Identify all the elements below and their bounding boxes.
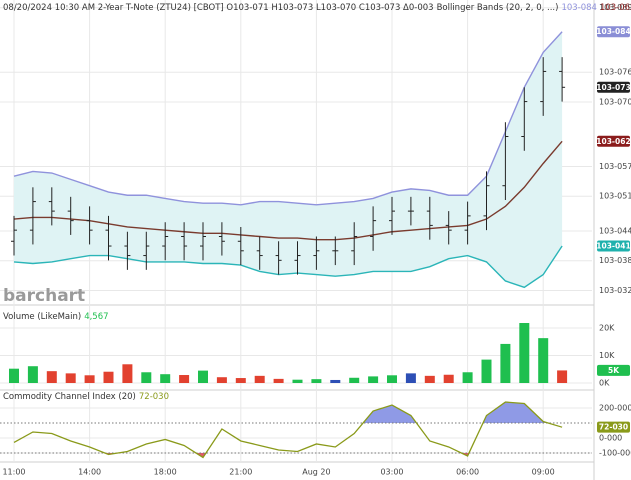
volume-bar [311,379,322,383]
volume-bar [65,373,76,383]
y-tick-label: 103-044 [599,226,631,235]
x-tick-label: Aug 20 [302,468,330,477]
y-tick-label: 103-032 [599,286,631,295]
volume-bar [160,374,171,383]
value-badge-bg [597,26,630,38]
y-tick-label: 0K [599,379,610,388]
volume-bar [292,379,303,383]
value-badge-bg [597,135,630,147]
title-part: Volume (LikeMain) [3,312,81,322]
y-tick-label: 103-089 [599,3,631,12]
value-badge: 72-030 [599,423,628,432]
value-badge-bg [597,364,630,376]
volume-bar [500,343,511,383]
y-tick-label: 10K [599,351,615,360]
chart-title: 08/20/2024 10:30 AM 2-Year T-Note (ZTU24… [3,3,631,13]
y-tick-label: 0-000 [599,433,622,442]
x-tick-label: 09:00 [532,468,555,477]
title-part: 103-084 [561,3,597,13]
y-tick-label: 103-070 [599,97,631,106]
x-tick-label: 03:00 [380,468,403,477]
x-tick-label: 21:00 [229,468,252,477]
close-badge-bg [597,81,630,93]
volume-bar [9,368,19,383]
value-badge: 103-041 [596,242,630,251]
volume-bar [216,377,227,383]
x-tick-label: 06:00 [456,468,479,477]
value-badge-bg [597,240,630,252]
volume-bar [387,375,397,383]
y-tick-label: 103-051 [599,192,631,201]
overbought-fill [14,402,563,424]
close-badge: 103-073 [596,83,630,92]
volume-bar [368,376,379,383]
volume-bar [424,375,435,383]
volume-bar [557,370,568,383]
volume-bar [273,378,284,383]
volume-bar [330,379,341,383]
title-part: 4,567 [84,312,108,322]
watermark: barchart [3,286,85,306]
value-badge-bg [597,421,630,433]
volume-bar [443,374,454,383]
title-part: 08/20/2024 10:30 AM 2-Year T-Note (ZTU24… [3,3,434,13]
title-part: 72-030 [139,392,169,402]
band-fill [14,31,563,288]
panel-title: Commodity Channel Index (20) 72-030 [3,392,169,402]
volume-bar [179,375,190,383]
x-tick-label: 11:00 [2,468,25,477]
x-tick-label: 18:00 [154,468,177,477]
volume-bar [349,377,360,383]
volume-bar [46,371,57,383]
panel-title: Volume (LikeMain) 4,567 [3,312,109,322]
volume-bar [122,364,133,383]
band-line [13,140,563,241]
y-tick-label: -100-000 [599,448,631,457]
cci-line [13,401,563,459]
volume-bar [462,372,473,383]
band-line [13,31,563,206]
y-tick-label: 103-076 [599,68,631,77]
y-tick-label: 20K [599,323,615,332]
y-tick-label: 103-038 [599,256,631,265]
volume-bar [538,338,549,383]
title-part: Bollinger Bands (20, 2, 0, ...) [437,3,559,13]
volume-bar [481,359,492,383]
volume-bar [141,372,152,383]
value-badge: 103-062 [596,137,630,146]
volume-bar [235,378,246,383]
volume-bar [405,373,416,383]
volume-bar [198,370,208,383]
volume-bar [27,366,38,383]
volume-bar [519,323,530,383]
value-badge: 103-084 [596,27,630,36]
title-part: 103-062 [600,3,631,13]
y-tick-label: 103-057 [599,162,631,171]
volume-bar [254,375,265,383]
x-tick-label: 14:00 [78,468,101,477]
value-badge: 5K [608,366,620,375]
band-line [13,245,563,289]
title-part: Commodity Channel Index (20) [3,392,136,402]
volume-bar [103,371,114,383]
volume-bar [84,375,95,383]
y-tick-label: 200-000 [599,404,631,413]
